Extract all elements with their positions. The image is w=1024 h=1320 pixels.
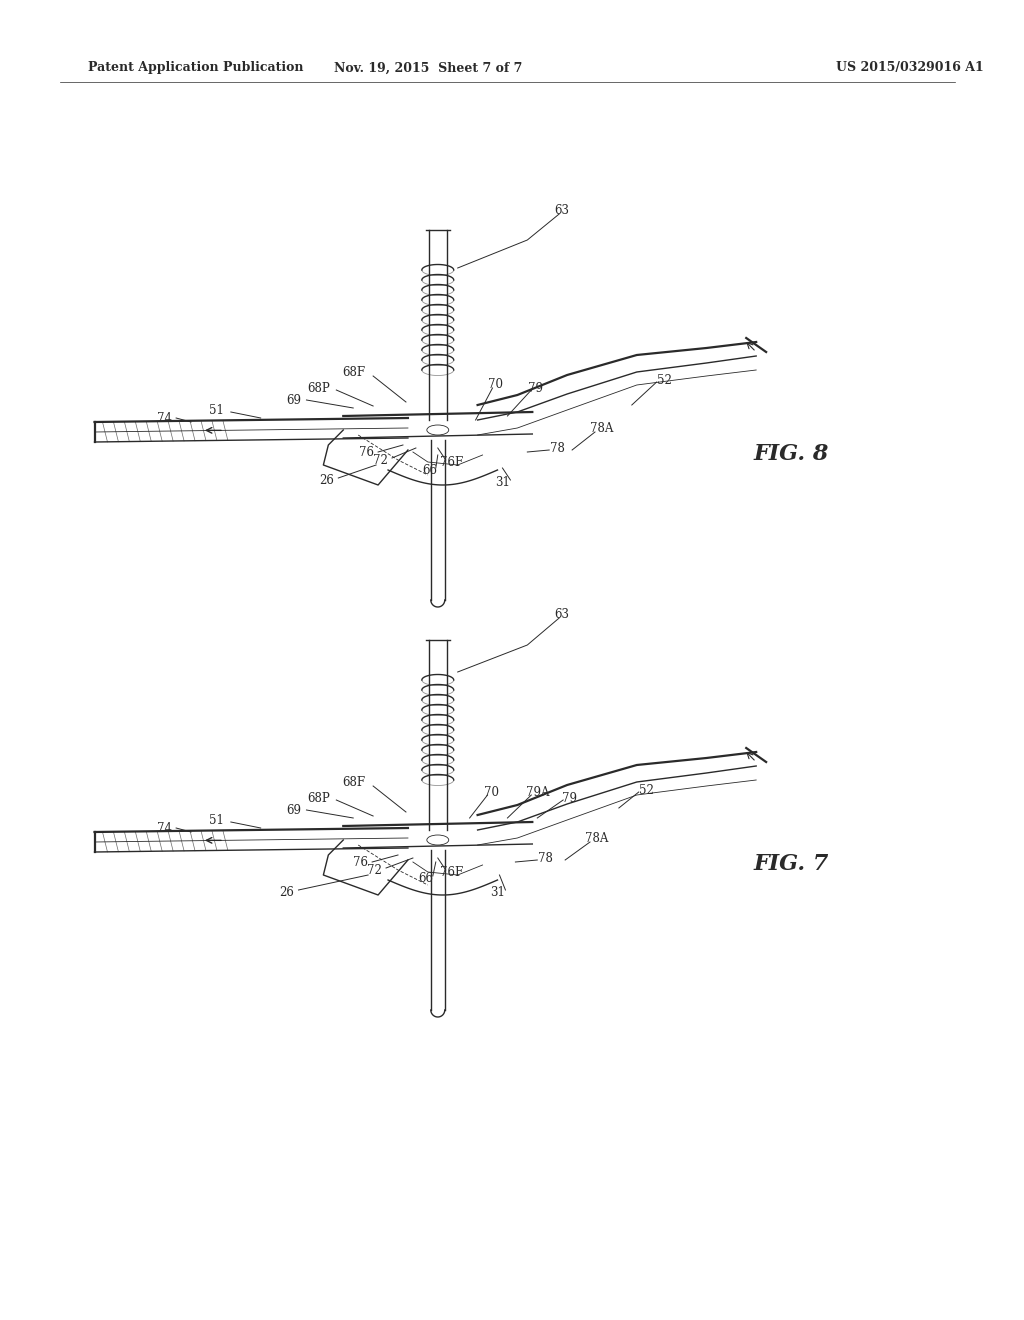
Text: Patent Application Publication: Patent Application Publication: [88, 62, 303, 74]
Text: 26: 26: [280, 886, 294, 899]
Text: 68F: 68F: [343, 367, 366, 380]
Text: 76F: 76F: [440, 866, 463, 879]
Text: FIG. 7: FIG. 7: [754, 853, 829, 875]
Text: 78A: 78A: [586, 832, 608, 845]
Text: 51: 51: [210, 813, 224, 826]
Text: 79A: 79A: [525, 785, 549, 799]
Text: 78: 78: [550, 441, 564, 454]
Text: 74: 74: [157, 821, 172, 834]
Text: 51: 51: [210, 404, 224, 417]
Text: Nov. 19, 2015  Sheet 7 of 7: Nov. 19, 2015 Sheet 7 of 7: [334, 62, 522, 74]
Text: 72: 72: [373, 454, 387, 466]
Text: 31: 31: [495, 475, 510, 488]
Text: 69: 69: [286, 804, 301, 817]
Text: 70: 70: [488, 379, 503, 392]
Text: 76: 76: [352, 855, 368, 869]
Text: US 2015/0329016 A1: US 2015/0329016 A1: [836, 62, 983, 74]
Text: 52: 52: [657, 374, 672, 387]
Text: 69: 69: [286, 393, 301, 407]
Text: 68F: 68F: [343, 776, 366, 789]
Text: 31: 31: [490, 886, 505, 899]
Text: 70: 70: [484, 785, 499, 799]
Text: 79: 79: [561, 792, 577, 804]
Text: 26: 26: [318, 474, 334, 487]
Text: FIG. 8: FIG. 8: [754, 444, 829, 465]
Text: 76F: 76F: [440, 455, 463, 469]
Text: 68P: 68P: [307, 381, 330, 395]
Text: 63: 63: [555, 203, 569, 216]
Text: 78: 78: [538, 851, 553, 865]
Text: 66: 66: [422, 463, 437, 477]
Text: 78A: 78A: [590, 421, 613, 434]
Text: 76: 76: [358, 446, 374, 458]
Text: 63: 63: [555, 609, 569, 622]
Text: 72: 72: [367, 863, 382, 876]
Text: 52: 52: [639, 784, 654, 796]
Text: 79: 79: [527, 381, 543, 395]
Text: 74: 74: [157, 412, 172, 425]
Text: 66: 66: [419, 871, 433, 884]
Text: 68P: 68P: [307, 792, 330, 804]
